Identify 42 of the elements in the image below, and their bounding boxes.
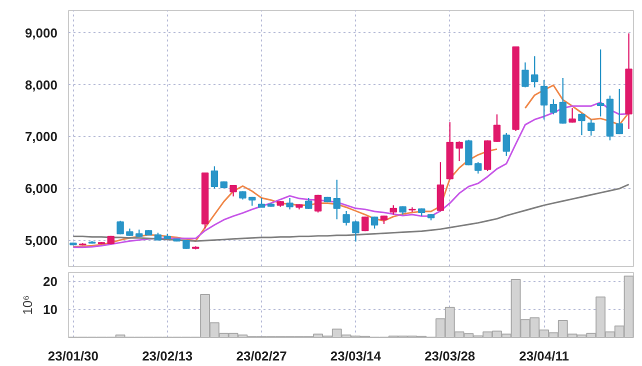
candlestick <box>210 166 218 190</box>
candlestick <box>559 77 566 124</box>
candlestick <box>342 210 350 226</box>
x-tick-label: 23/02/27 <box>236 348 287 364</box>
candlestick <box>596 48 604 118</box>
y-tick-label: 6,000 <box>24 181 58 196</box>
candlestick <box>522 62 529 88</box>
candlestick <box>465 139 472 166</box>
x-tick-label: 23/04/11 <box>519 348 569 364</box>
candlestick <box>116 220 124 235</box>
candlestick <box>474 162 482 174</box>
candlestick <box>314 194 322 214</box>
candlestick <box>616 88 623 135</box>
candlestick <box>540 79 548 120</box>
candlestick <box>305 197 312 210</box>
y-axis-title: 10⁶ <box>20 295 36 315</box>
candlestick <box>390 204 397 216</box>
y-tick-label: 20 <box>43 274 58 290</box>
x-tick-label: 23/03/14 <box>330 348 382 364</box>
candlestick <box>502 132 510 156</box>
y-tick-label: 7,000 <box>24 129 58 144</box>
y-tick-label: 8,000 <box>24 77 58 92</box>
x-tick-label: 23/01/30 <box>48 348 99 364</box>
y-tick-label: 5,000 <box>24 233 58 248</box>
candlestick <box>362 216 369 232</box>
candlestick <box>352 220 360 242</box>
y-tick-label: 9,000 <box>24 25 58 40</box>
candlestick <box>333 179 340 220</box>
candlestick <box>258 197 266 208</box>
candlestick <box>550 98 558 115</box>
candlestick <box>493 114 501 142</box>
candlestick <box>531 56 538 88</box>
candlestick <box>588 118 595 136</box>
x-tick-label: 23/02/13 <box>142 348 193 364</box>
candlestick <box>286 197 294 210</box>
line-series <box>72 184 630 242</box>
y-tick-label: 10 <box>43 302 58 318</box>
candlestick <box>568 108 576 124</box>
candlestick <box>370 216 378 230</box>
x-tick-label: 23/03/28 <box>424 348 476 364</box>
candlestick <box>456 140 463 162</box>
candlestick <box>578 112 586 136</box>
